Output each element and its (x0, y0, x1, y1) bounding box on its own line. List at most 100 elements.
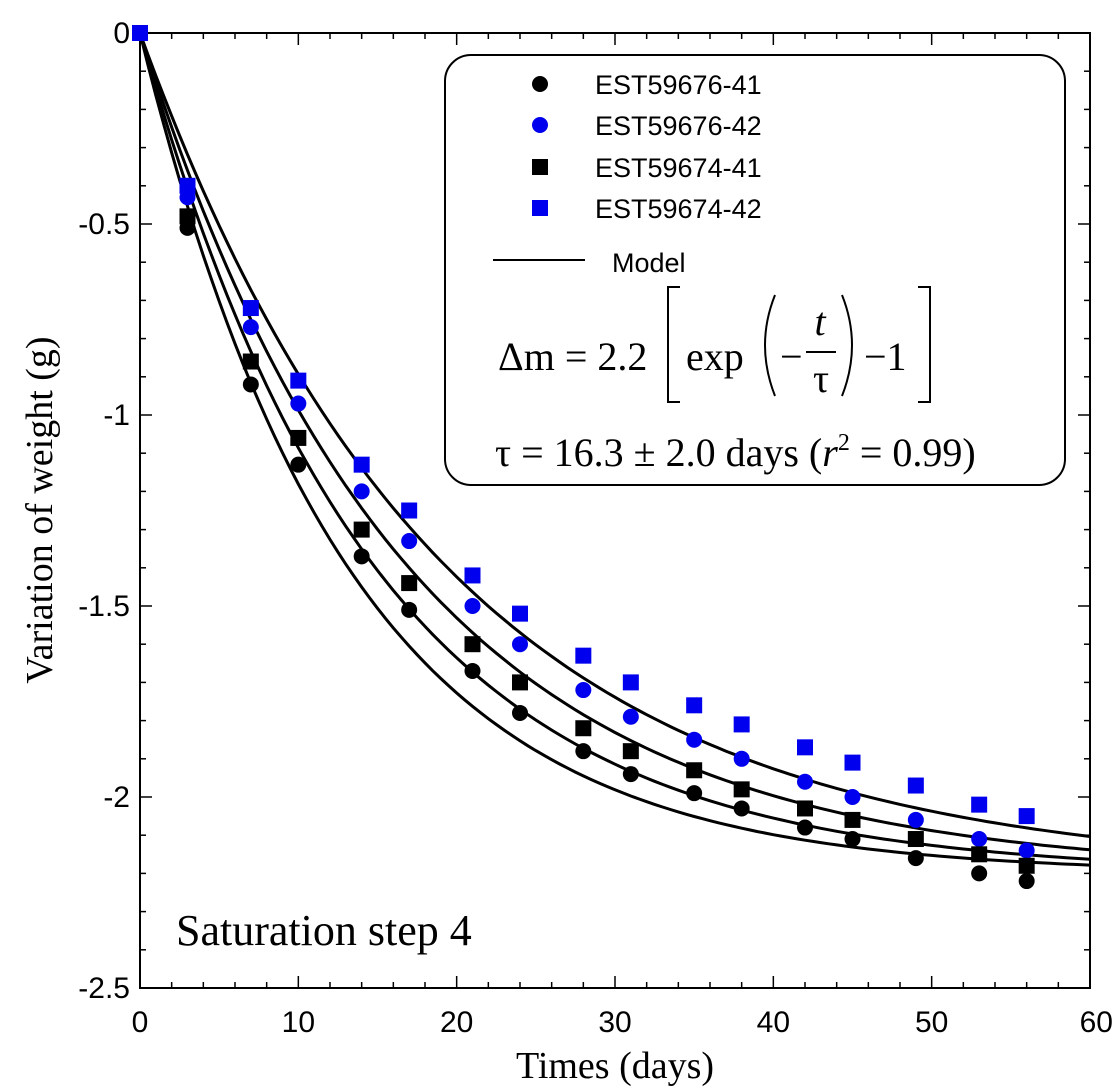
data-point-circle (242, 376, 259, 393)
x-tick-label: 10 (282, 1006, 315, 1039)
data-point-circle (797, 773, 813, 790)
data-point-circle (353, 548, 370, 565)
x-tick-label: 40 (757, 1006, 790, 1039)
y-tick-labels: 0 -0.5 -1 -1.5 -2 -2.5 (78, 17, 130, 1005)
data-point-circle (290, 395, 307, 412)
data-point-square (464, 636, 481, 653)
right-paren (841, 294, 853, 397)
r2-value: = 0.99) (850, 430, 976, 475)
data-point-circle (401, 601, 418, 618)
data-point-circle (971, 865, 988, 882)
data-point-circle (464, 598, 481, 614)
data-point-square (512, 674, 528, 691)
saturation-step-annotation: Saturation step 4 (176, 906, 472, 955)
y-axis-title: Variation of weight (g) (19, 336, 61, 683)
legend-marker-est59674-42 (532, 200, 548, 216)
fraction-numerator: t (814, 299, 826, 344)
legend-label: EST59676-42 (595, 111, 762, 141)
data-point-circle (512, 636, 528, 653)
data-point-square (907, 831, 924, 848)
axis-ticks (139, 32, 1091, 989)
data-point-square (622, 674, 639, 691)
data-point-square (733, 716, 750, 733)
data-point-square (575, 647, 592, 664)
data-point-circle (907, 850, 924, 867)
data-point-circle (464, 662, 481, 679)
data-point-square (242, 353, 259, 370)
legend-label: EST59676-41 (595, 70, 762, 100)
tau-value-text: τ = 16.3 ± 2.0 days (r2 = 0.99) (495, 430, 976, 475)
data-point-circle (686, 785, 703, 802)
data-point-circle (622, 708, 639, 725)
data-point-circle (401, 533, 418, 550)
data-point-circle (242, 319, 259, 336)
data-point-square (290, 429, 307, 446)
x-tick-label: 0 (132, 1006, 149, 1039)
left-paren (764, 294, 776, 397)
r-superscript: 2 (838, 430, 850, 456)
model-curve (138, 32, 1091, 861)
data-point-square (622, 743, 639, 760)
y-tick-label: -2 (103, 781, 130, 814)
model-curve (138, 32, 1091, 867)
data-point-square (401, 575, 418, 592)
r-symbol: r (822, 430, 838, 475)
data-point-circle (733, 800, 750, 817)
data-point-circle (622, 766, 639, 783)
data-point-circle (844, 789, 861, 805)
x-axis-title: Times (days) (516, 1045, 714, 1087)
right-bracket (918, 286, 931, 403)
y-tick-label: -1.5 (78, 590, 130, 623)
y-tick-label: -1 (103, 399, 130, 432)
data-point-circle (575, 682, 592, 699)
legend-label: EST59674-42 (595, 194, 762, 224)
data-point-circle (971, 831, 988, 848)
data-point-square (971, 846, 988, 863)
legend-label: EST59674-41 (595, 153, 762, 183)
data-point-square (797, 800, 813, 817)
data-point-circle (1018, 842, 1035, 859)
data-point-circle (844, 831, 861, 848)
data-point-square (686, 762, 703, 779)
data-point-square (401, 502, 418, 519)
legend-label: Model (612, 248, 686, 278)
data-point-circle (797, 819, 813, 836)
tau-result: τ = 16.3 ± 2.0 days (r2 = 0.99) (495, 430, 976, 475)
data-point-circle (733, 750, 750, 767)
equation-minus: − (780, 334, 803, 379)
model-equation: Δm = 2.2 exp − t τ −1 (498, 286, 931, 403)
legend-marker-est59674-41 (532, 159, 548, 175)
legend-marker-est59676-41 (532, 76, 548, 92)
data-point-square (575, 720, 592, 737)
data-point-square (132, 25, 148, 41)
x-tick-label: 20 (440, 1006, 473, 1039)
left-bracket (667, 286, 680, 403)
legend-box (444, 54, 1066, 486)
legend: EST59676-41 EST59676-42 EST59674-41 EST5… (444, 54, 1066, 486)
data-point-circle (290, 456, 307, 473)
data-point-square (179, 208, 196, 225)
data-point-square (1018, 808, 1035, 825)
data-point-square (353, 521, 370, 538)
data-point-square (844, 811, 861, 828)
equation-tail: −1 (864, 334, 907, 379)
data-point-square (353, 456, 370, 473)
data-point-square (907, 777, 924, 794)
data-point-square (686, 697, 703, 714)
data-markers (132, 25, 1035, 890)
data-point-circle (907, 811, 924, 828)
data-point-square (290, 372, 307, 389)
x-tick-label: 60 (1080, 1006, 1113, 1039)
fraction-denominator: τ (813, 356, 829, 401)
data-point-square (733, 781, 750, 798)
x-tick-labels: 0 10 20 30 40 50 60 (132, 1006, 1113, 1039)
equation-lhs: Δm = 2.2 (498, 334, 647, 379)
y-tick-label: -0.5 (78, 208, 130, 241)
data-point-square (512, 605, 528, 622)
data-point-circle (512, 704, 528, 721)
legend-marker-est59676-42 (532, 117, 548, 133)
y-tick-label: -2.5 (78, 972, 130, 1005)
data-point-square (242, 300, 259, 317)
data-point-circle (1018, 873, 1035, 890)
